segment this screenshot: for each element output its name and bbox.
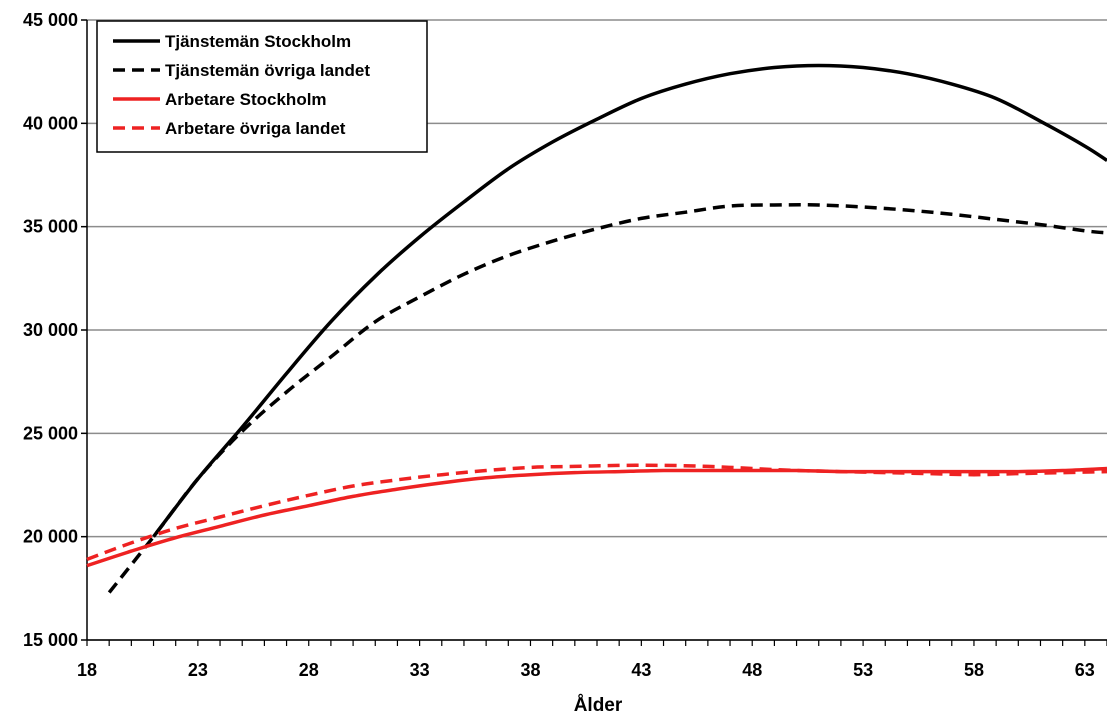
series-line-arbetare-ovriga-landet: [86, 463, 1107, 562]
x-tick-label: 28: [299, 660, 319, 680]
y-tick-label: 45 000: [23, 10, 78, 30]
legend-box: [96, 20, 428, 153]
x-tick-label: 33: [410, 660, 430, 680]
x-tick-label: 23: [188, 660, 208, 680]
x-tick-labels: 18 23 28 33 38 43 48 53 58 63: [77, 660, 1095, 680]
x-tick-label: 53: [853, 660, 873, 680]
x-tick-label: 43: [631, 660, 651, 680]
legend-label: Tjänstemän övriga landet: [165, 61, 370, 80]
y-tick-label: 25 000: [23, 423, 78, 443]
y-tick-label: 30 000: [23, 320, 78, 340]
x-tick-label: 63: [1075, 660, 1095, 680]
x-axis-title: Ålder: [574, 695, 623, 716]
legend-label: Arbetare övriga landet: [165, 119, 346, 138]
y-tick-label: 40 000: [23, 113, 78, 133]
series-line-tjansteman-ovriga-landet: [107, 203, 1107, 594]
series-line-tjansteman-stockholm: [152, 63, 1107, 538]
y-tick-label: 35 000: [23, 217, 78, 237]
legend: Tjänstemän Stockholm Tjänstemän övriga la…: [96, 20, 428, 153]
legend-label: Tjänstemän Stockholm: [165, 32, 351, 51]
x-tick-label: 18: [77, 660, 97, 680]
series-lines: [86, 63, 1107, 594]
x-tick-label: 38: [520, 660, 540, 680]
series-line-arbetare-stockholm: [86, 466, 1107, 568]
x-tick-label: 48: [742, 660, 762, 680]
y-tick-label: 20 000: [23, 527, 78, 547]
x-tick-label: 58: [964, 660, 984, 680]
y-tick-label: 15 000: [23, 630, 78, 650]
y-tick-labels: 15 000 20 000 25 000 30 000 35 000 40 000 45 0…: [23, 10, 78, 650]
legend-label: Arbetare Stockholm: [165, 90, 327, 109]
axes: [81, 19, 1107, 646]
